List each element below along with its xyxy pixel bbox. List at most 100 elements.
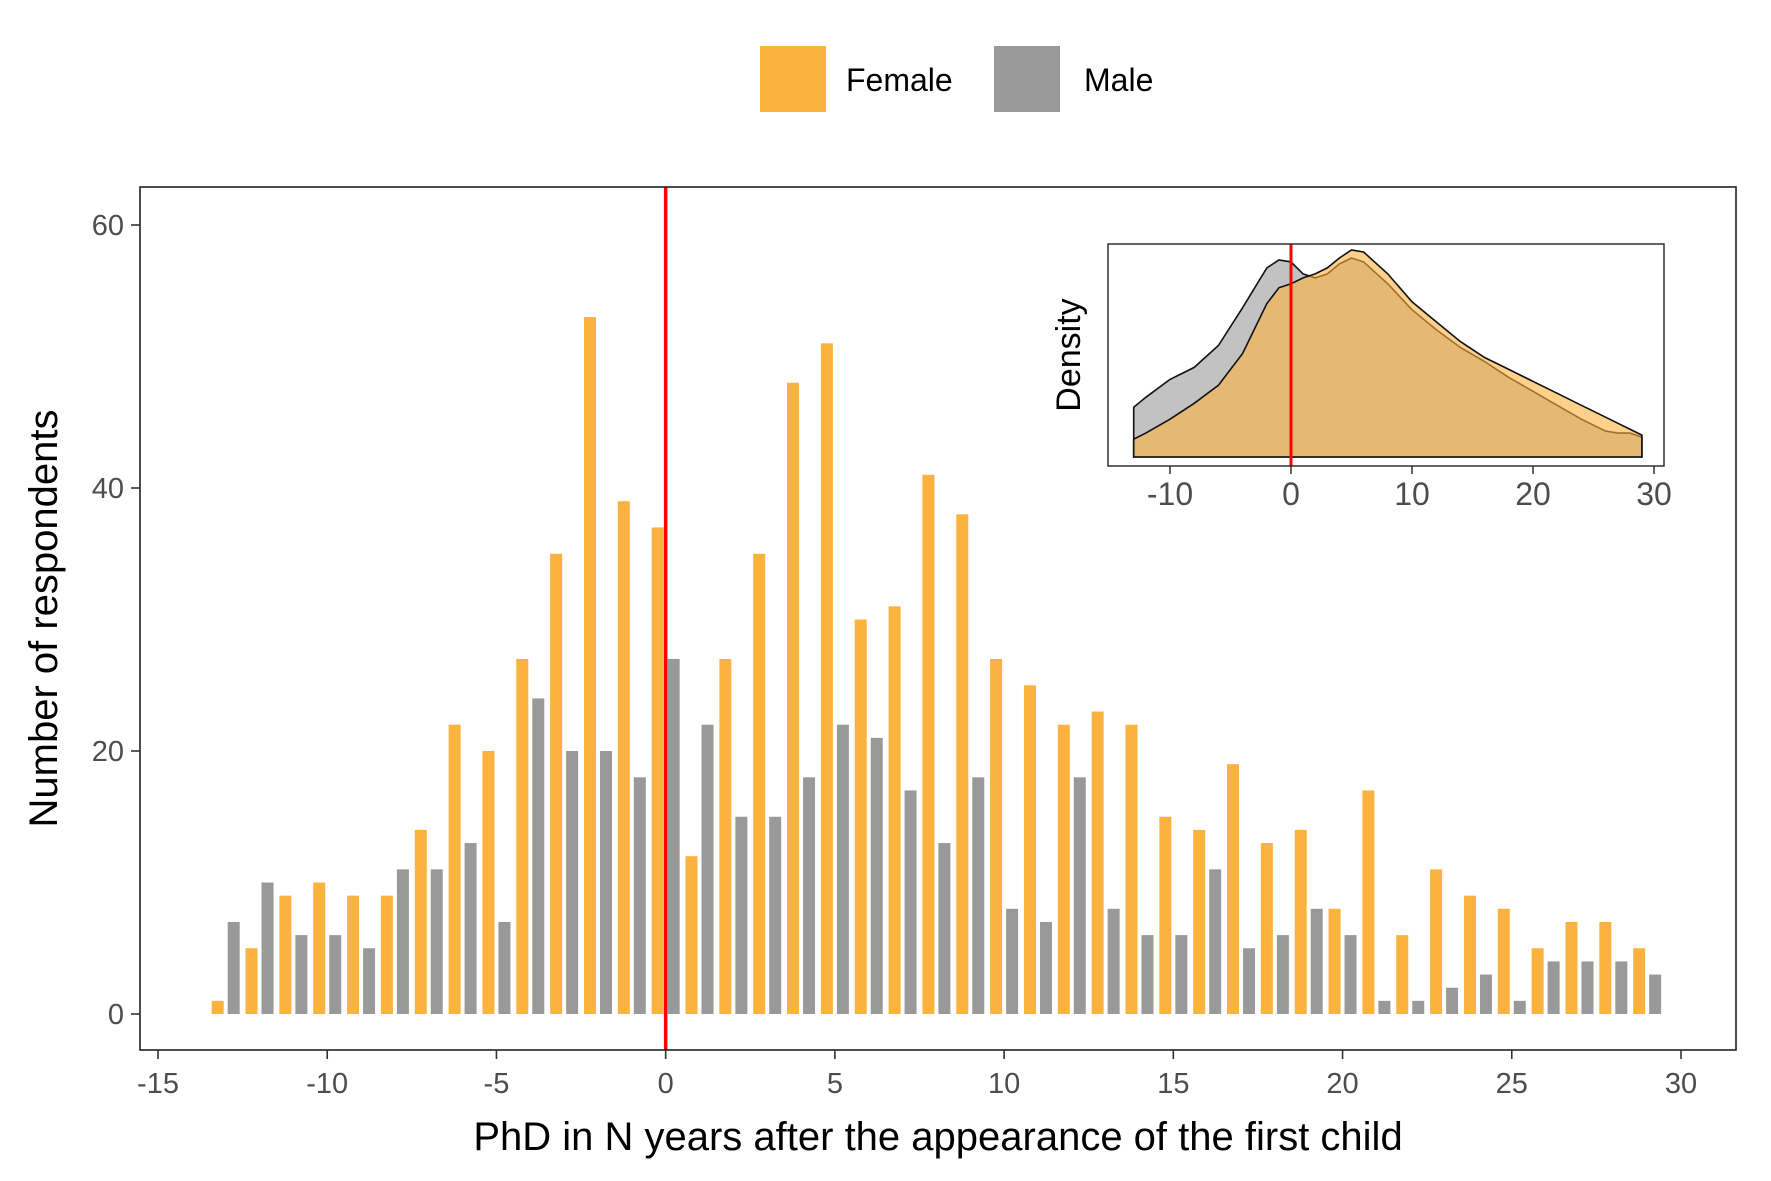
bar-female [1294, 829, 1307, 1014]
x-axis-title: PhD in N years after the appearance of t… [473, 1115, 1402, 1159]
inset-y-axis-title: Density [1050, 298, 1088, 411]
bar-female [448, 724, 461, 1014]
x-tick-label: 20 [1326, 1068, 1358, 1100]
bar-female [1497, 908, 1510, 1014]
bar-male [396, 869, 409, 1014]
bar-female [854, 619, 867, 1014]
density-area-female [1132, 249, 1643, 458]
bar-female [956, 514, 969, 1014]
bar-female [617, 501, 630, 1014]
bar-male [1344, 935, 1357, 1014]
bar-male [904, 790, 917, 1014]
legend-swatch-female [760, 46, 826, 112]
bar-female [347, 895, 360, 1014]
bar-male [1581, 961, 1594, 1014]
x-tick-label: -5 [484, 1068, 510, 1100]
legend-label-female: Female [846, 62, 953, 98]
y-tick-label: 20 [92, 736, 124, 768]
bar-male [972, 777, 985, 1014]
bar-male [1513, 1000, 1526, 1014]
y-axis-title: Number of respondents [22, 409, 66, 827]
bar-female [1362, 790, 1375, 1014]
bar-male [1073, 777, 1086, 1014]
bar-female [1057, 724, 1070, 1014]
bar-male [1107, 908, 1120, 1014]
x-tick-label: -10 [306, 1068, 348, 1100]
bar-female [820, 343, 833, 1015]
bar-male [735, 816, 748, 1014]
bar-male [363, 948, 376, 1014]
y-tick-label: 40 [92, 473, 124, 505]
bar-female [211, 1000, 224, 1014]
bar-male [261, 882, 274, 1014]
bar-male [1141, 935, 1154, 1014]
bar-female [1227, 764, 1240, 1014]
bar-female [1091, 711, 1104, 1014]
bar-male [498, 921, 511, 1014]
bar-male [295, 935, 308, 1014]
bar-male [870, 737, 883, 1014]
inset-x-tick-label: 10 [1394, 476, 1430, 512]
legend-swatch-male [994, 46, 1060, 112]
bar-male [667, 658, 680, 1014]
bar-male [227, 921, 240, 1014]
bar-female [1193, 829, 1206, 1014]
bar-male [769, 816, 782, 1014]
main-bars [211, 317, 1662, 1015]
bar-female [583, 317, 596, 1014]
bar-male [1412, 1000, 1425, 1014]
bar-male [532, 698, 545, 1014]
bar-female [1328, 908, 1341, 1014]
bar-female [313, 882, 326, 1014]
inset-plot-frame [1107, 243, 1665, 467]
bar-male [566, 751, 579, 1014]
bar-male [430, 869, 443, 1014]
x-tick-label: 25 [1496, 1068, 1528, 1100]
bar-female [1260, 843, 1273, 1014]
x-tick-label: 30 [1665, 1068, 1697, 1100]
bar-male [1615, 961, 1628, 1014]
bar-female [414, 829, 427, 1014]
bar-male [1547, 961, 1560, 1014]
bar-male [938, 843, 951, 1014]
bar-male [1039, 921, 1052, 1014]
inset-x-tick-label: 30 [1636, 476, 1672, 512]
bar-female [922, 474, 935, 1015]
bar-female [1023, 685, 1036, 1014]
x-tick-label: 15 [1157, 1068, 1189, 1100]
bar-female [685, 856, 698, 1014]
x-tick-label: -15 [137, 1068, 179, 1100]
bar-male [1649, 974, 1662, 1014]
bar-female [279, 895, 292, 1014]
bar-male [1175, 935, 1188, 1014]
bar-male [701, 724, 714, 1014]
bar-female [990, 658, 1003, 1014]
main-plot-frame [139, 186, 1737, 1051]
bar-male [1243, 948, 1256, 1014]
bar-male [1378, 1000, 1391, 1014]
bar-female [1430, 869, 1443, 1014]
bar-female [1599, 921, 1612, 1014]
inset-x-tick-label: -10 [1147, 476, 1193, 512]
bar-female [1463, 895, 1476, 1014]
bar-female [1396, 935, 1409, 1014]
y-axis: 0 20 40 60 [92, 210, 140, 1031]
bar-female [1565, 921, 1578, 1014]
bar-male [836, 724, 849, 1014]
bar-female [1633, 948, 1646, 1014]
bar-female [1531, 948, 1544, 1014]
bar-female [380, 895, 393, 1014]
bar-male [329, 935, 342, 1014]
bar-male [1209, 869, 1222, 1014]
bar-male [1479, 974, 1492, 1014]
x-tick-label: 5 [827, 1068, 843, 1100]
inset-density-areas [1132, 249, 1643, 458]
inset-x-tick-label: 0 [1282, 476, 1300, 512]
inset-x-axis: -10 0 10 20 30 [1147, 466, 1672, 512]
y-tick-label: 0 [108, 999, 124, 1031]
bar-female [245, 948, 258, 1014]
bar-female [1125, 724, 1138, 1014]
bar-female [550, 553, 563, 1014]
legend-label-male: Male [1084, 62, 1154, 98]
